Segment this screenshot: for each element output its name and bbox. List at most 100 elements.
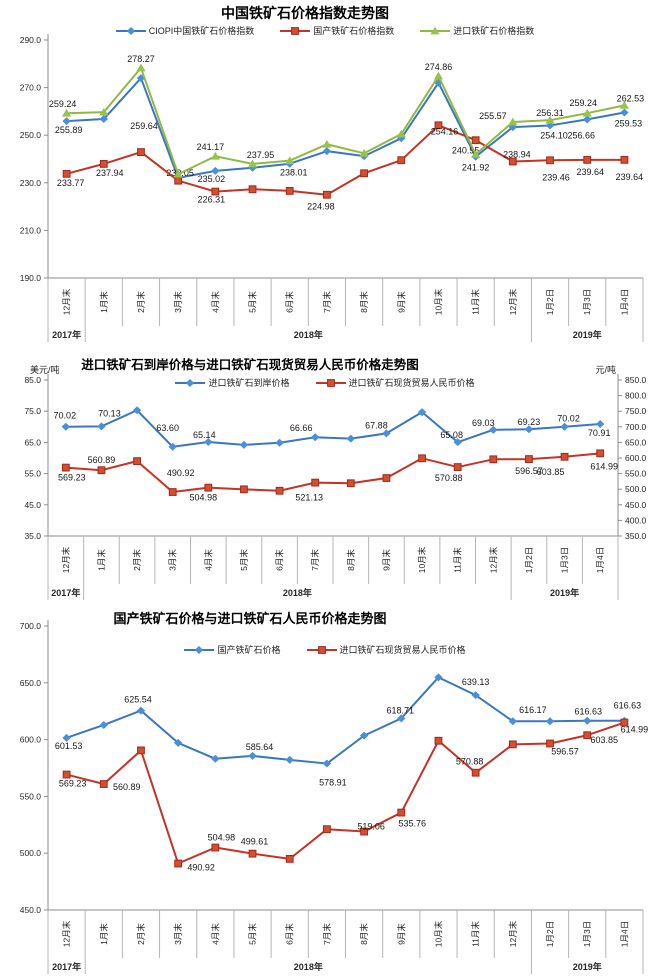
svg-text:235.02: 235.02	[198, 174, 226, 184]
svg-text:259.53: 259.53	[615, 119, 643, 129]
y-axis-left: 450.0 500.0 550.0 600.0 650.0 700.0	[20, 620, 49, 915]
series-1	[61, 449, 605, 496]
svg-text:570.88: 570.88	[456, 757, 484, 767]
legend: 进口铁矿石到岸价格 进口铁矿石现货贸易人民币价格	[0, 376, 650, 389]
svg-text:2019年: 2019年	[573, 961, 602, 972]
legend-item: 进口铁矿石现货贸易人民币价格	[315, 376, 475, 389]
svg-text:35.0: 35.0	[24, 531, 41, 541]
svg-text:9月末: 9月末	[396, 923, 406, 945]
svg-text:500.0: 500.0	[625, 484, 647, 494]
svg-text:3月末: 3月末	[173, 923, 183, 945]
svg-text:2017年: 2017年	[52, 961, 81, 972]
svg-text:600.0: 600.0	[625, 453, 647, 463]
triangle-legend-marker-icon	[420, 26, 451, 34]
svg-text:2月末: 2月末	[136, 291, 146, 313]
svg-text:7月末: 7月末	[310, 549, 320, 571]
square-legend-marker-icon	[315, 378, 346, 387]
x-axis-band: 12月末 1月末 2月末 3月末 4月末 5月末 6月末 7月末 8月末 9月末 10月末 11月末 1…	[47, 909, 644, 974]
svg-text:9月末: 9月末	[396, 291, 406, 313]
svg-text:1月末: 1月末	[96, 549, 106, 571]
svg-text:400.0: 400.0	[625, 515, 647, 525]
svg-text:69.23: 69.23	[518, 417, 541, 427]
svg-text:3月末: 3月末	[173, 291, 183, 313]
svg-text:70.13: 70.13	[98, 408, 121, 418]
svg-text:255.57: 255.57	[479, 111, 507, 121]
svg-text:12月末: 12月末	[488, 546, 498, 573]
svg-text:11月末: 11月末	[471, 289, 481, 315]
svg-text:2019年: 2019年	[550, 587, 579, 598]
left-axis-unit-label: 美元/吨	[30, 365, 60, 375]
legend: 国产铁矿石价格 进口铁矿石现货贸易人民币价格	[0, 643, 650, 656]
svg-text:4月末: 4月末	[203, 549, 213, 571]
legend-item: 进口铁矿石到岸价格	[175, 376, 290, 389]
svg-text:1月4日: 1月4日	[619, 289, 629, 315]
series-1-labels: 569.23 560.89 490.92 504.98 499.61 519.06 535.…	[59, 725, 648, 873]
series-0	[61, 406, 605, 451]
svg-text:256.31: 256.31	[536, 108, 564, 118]
svg-text:270.0: 270.0	[20, 83, 42, 93]
svg-text:233.77: 233.77	[57, 178, 85, 188]
import-price-chart-canvas: 35.0 45.0 55.0 65.0 75.0 85.0 350.0 400.0 450.0 5…	[24, 374, 647, 600]
svg-text:585.64: 585.64	[246, 742, 274, 752]
x-axis-band: 12月末 1月末 2月末 3月末 4月末 5月末 6月末 7月末 8月末 9月末 10月末 11月末 1…	[47, 277, 644, 342]
diamond-legend-marker-icon	[115, 26, 146, 35]
svg-text:2017年: 2017年	[52, 329, 81, 340]
svg-text:650.0: 650.0	[20, 678, 42, 688]
svg-text:259.24: 259.24	[569, 98, 597, 108]
svg-text:2月末: 2月末	[136, 923, 146, 945]
svg-text:750.0: 750.0	[625, 406, 647, 416]
svg-text:12月末: 12月末	[62, 920, 72, 947]
svg-text:603.85: 603.85	[590, 735, 618, 745]
svg-text:85.0: 85.0	[24, 375, 41, 385]
svg-text:700.0: 700.0	[625, 422, 647, 432]
svg-text:238.01: 238.01	[280, 168, 308, 178]
series-0	[62, 673, 629, 768]
svg-text:65.14: 65.14	[193, 430, 216, 440]
svg-text:618.71: 618.71	[387, 705, 415, 715]
svg-text:241.17: 241.17	[197, 142, 225, 152]
svg-text:12月末: 12月末	[508, 920, 518, 947]
right-axis-unit-label: 元/吨	[595, 365, 616, 375]
svg-text:4月末: 4月末	[210, 291, 220, 313]
svg-text:259.24: 259.24	[49, 99, 77, 109]
svg-text:224.98: 224.98	[307, 202, 335, 212]
chart-title: 中国铁矿石价格指数走势图	[221, 5, 389, 21]
svg-text:4月末: 4月末	[210, 923, 220, 945]
x-axis-band: 12月末 1月末 2月末 3月末 4月末 5月末 6月末 7月末 8月末 9月末 10月末 11月末 1…	[47, 535, 619, 600]
svg-text:255.89: 255.89	[55, 125, 83, 135]
svg-text:11月末: 11月末	[471, 921, 481, 947]
legend-label: 进口铁矿石到岸价格	[208, 378, 290, 388]
svg-text:5月末: 5月末	[248, 291, 258, 313]
svg-text:350.0: 350.0	[625, 531, 647, 541]
diamond-legend-marker-icon	[175, 378, 206, 387]
legend-item: 国产铁矿石价格	[184, 643, 281, 656]
svg-text:256.66: 256.66	[567, 130, 595, 140]
svg-text:12月末: 12月末	[62, 288, 72, 315]
chart-iron-ore-index: 190.0 210.0 230.0 250.0 270.0 290.0 12月末 1月末 2月末…	[0, 0, 650, 348]
legend-item: 进口铁矿石现货贸易人民币价格	[306, 643, 466, 656]
chart-title: 国产铁矿石价格与进口铁矿石人民币价格走势图	[113, 611, 387, 626]
svg-text:75.0: 75.0	[24, 406, 41, 416]
svg-text:239.64: 239.64	[576, 167, 604, 177]
svg-text:237.95: 237.95	[247, 150, 275, 160]
svg-text:601.53: 601.53	[55, 741, 83, 751]
svg-text:9月末: 9月末	[381, 549, 391, 571]
square-legend-marker-icon	[306, 645, 337, 654]
legend-label: 进口铁矿石现货贸易人民币价格	[348, 378, 475, 388]
svg-text:2018年: 2018年	[294, 961, 323, 972]
svg-text:600.0: 600.0	[20, 735, 42, 745]
y-axis-left: 190.0 210.0 230.0 250.0 270.0 290.0	[20, 34, 49, 283]
svg-text:45.0: 45.0	[24, 500, 41, 510]
svg-text:63.60: 63.60	[156, 423, 179, 433]
series-0-labels: 601.53 625.54 585.64 578.91 618.71 639.13 616.…	[55, 677, 641, 787]
svg-text:2018年: 2018年	[283, 587, 312, 598]
legend-label: CIOPI中国铁矿石价格指数	[148, 26, 255, 36]
svg-text:6月末: 6月末	[285, 291, 295, 313]
legend-label: 国产铁矿石价格指数	[313, 26, 395, 36]
legend-label: 国产铁矿石价格	[217, 645, 281, 655]
svg-text:55.0: 55.0	[24, 469, 41, 479]
svg-text:504.98: 504.98	[190, 493, 218, 503]
domestic-price-chart-canvas: 450.0 500.0 550.0 600.0 650.0 700.0 12月末 1月末 2月末…	[20, 620, 648, 974]
svg-text:240.95: 240.95	[452, 146, 480, 156]
svg-text:274.86: 274.86	[425, 62, 453, 72]
